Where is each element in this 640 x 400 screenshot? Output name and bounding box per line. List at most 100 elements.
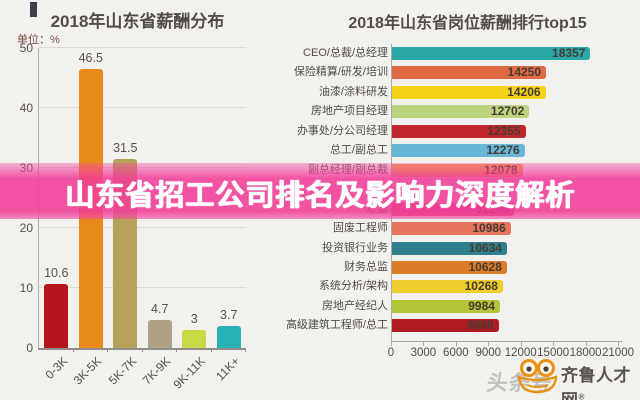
right-chart-value-label: 10628 bbox=[468, 259, 502, 274]
right-chart-bar-track: 10268 bbox=[392, 279, 619, 294]
right-chart-x-tick-mark bbox=[618, 341, 619, 346]
right-chart-value-label: 12276 bbox=[486, 143, 520, 158]
right-chart-row-label: 高级建筑工程师/总工 bbox=[285, 319, 388, 332]
left-chart-y-tick-label: 50 bbox=[19, 41, 33, 55]
right-chart-row: 投资银行业务 10634 bbox=[0, 241, 640, 255]
right-chart-x-tick-label: 12000 bbox=[504, 347, 537, 359]
right-chart-bar-track: 9868 bbox=[392, 318, 619, 333]
right-chart-x-tick-mark bbox=[423, 341, 425, 346]
left-chart-y-tick-label: 0 bbox=[26, 341, 33, 355]
right-chart-row-label: 房地产经纪人 bbox=[322, 299, 388, 312]
right-chart-bar-track: 9984 bbox=[392, 298, 619, 313]
frog-face-icon bbox=[517, 359, 558, 394]
left-chart-gridline bbox=[39, 47, 246, 48]
right-chart-x-tick-label: 6000 bbox=[443, 347, 469, 359]
right-chart-bar: 10634 bbox=[392, 240, 507, 255]
right-chart-row-label: 办事处/分公司经理 bbox=[296, 124, 388, 137]
left-chart-y-tick-label: 20 bbox=[19, 221, 33, 235]
right-chart-row: 油漆/涂料研发 14206 bbox=[0, 85, 640, 99]
right-chart-row: 固废工程师 10986 bbox=[0, 221, 640, 236]
left-chart-value-label: 10.6 bbox=[44, 266, 69, 281]
right-chart-bar-track: 10986 bbox=[392, 221, 619, 236]
left-chart-x-tick-mark bbox=[176, 348, 177, 352]
left-chart-bar bbox=[182, 330, 207, 348]
right-chart-value-label: 9984 bbox=[468, 298, 495, 313]
right-chart-row-label: 油漆/涂料研发 bbox=[318, 85, 388, 98]
right-chart-bar-track: 12702 bbox=[392, 104, 619, 119]
right-chart-x-tick-mark bbox=[391, 341, 392, 346]
right-chart-row-label: CEO/总裁/总经理 bbox=[303, 47, 388, 59]
right-chart-row: 办事处/分公司经理 12355 bbox=[0, 124, 640, 138]
right-chart-value-label: 10268 bbox=[464, 279, 498, 294]
right-chart-row: 保险精算/研发/培训 14250 bbox=[0, 65, 640, 80]
right-chart-bar-track: 12276 bbox=[392, 143, 619, 158]
right-chart-bar: 14250 bbox=[392, 65, 547, 80]
right-chart-bar: 9868 bbox=[392, 318, 499, 333]
left-chart-category-label: 11K+ bbox=[213, 354, 243, 384]
right-chart-bar-track: 10634 bbox=[392, 240, 619, 255]
right-chart-x-tick-label: 9000 bbox=[475, 347, 502, 359]
left-chart-gridline bbox=[39, 107, 246, 108]
headline-banner-text: 山东省招工公司排名及影响力深度解析 bbox=[64, 179, 575, 212]
left-chart-category-label: 5K-7K bbox=[105, 354, 140, 388]
right-chart-bar: 12355 bbox=[392, 123, 526, 138]
right-chart-row-label: 固废工程师 bbox=[333, 222, 388, 235]
left-chart-x-tick-mark bbox=[72, 348, 74, 352]
right-chart-x-tick-label: 18000 bbox=[569, 347, 602, 359]
right-chart-row-label: 系统分析/架构 bbox=[318, 280, 388, 293]
brand-watermark: 齐鲁人才网® bbox=[561, 361, 640, 400]
left-chart-value-label: 4.7 bbox=[151, 301, 169, 316]
right-chart-x-tick-mark bbox=[585, 341, 587, 346]
left-chart-value-label: 3 bbox=[190, 312, 198, 326]
right-chart-value-label: 14250 bbox=[507, 65, 542, 80]
left-chart-x-tick-mark bbox=[245, 348, 246, 352]
left-chart-x-tick-mark bbox=[210, 348, 212, 352]
left-chart-category-label: 0-3K bbox=[42, 354, 71, 382]
left-chart-category-label: 9K-11K bbox=[170, 354, 209, 392]
right-chart-row-label: 总工/副总工 bbox=[329, 144, 388, 157]
brand-watermark-text: 齐鲁人才网 bbox=[561, 366, 631, 400]
right-chart-row-label: 房地产项目经理 bbox=[311, 105, 388, 118]
right-chart-bar-track: 12355 bbox=[392, 123, 619, 138]
right-chart-row: 总工/副总工 12276 bbox=[0, 143, 640, 158]
left-chart-unit-label: 单位：% bbox=[17, 34, 60, 46]
left-chart-value-label: 3.7 bbox=[220, 307, 238, 322]
right-chart-bar-track: 18357 bbox=[392, 47, 619, 60]
right-chart-bar: 12276 bbox=[392, 143, 525, 158]
right-chart-bar: 14206 bbox=[392, 84, 546, 99]
left-chart-gridline bbox=[39, 287, 246, 288]
right-chart-row: 房地产项目经理 12702 bbox=[0, 104, 640, 119]
left-chart-bar bbox=[147, 319, 172, 348]
right-chart-row: 房地产经纪人 9984 bbox=[0, 299, 640, 313]
left-chart-y-tick-label: 10 bbox=[19, 281, 33, 295]
right-chart-value-label: 12702 bbox=[490, 104, 525, 119]
right-chart-row: 高级建筑工程师/总工 9868 bbox=[0, 318, 640, 333]
left-chart-plot-area: 0102030405010.60-3K46.53K-5K31.55K-7K4.7… bbox=[20, 41, 246, 392]
right-chart-bar-track: 14206 bbox=[392, 84, 619, 99]
registered-mark: ® bbox=[578, 392, 585, 400]
right-chart-value-label: 9868 bbox=[466, 318, 494, 333]
right-chart-bar: 10628 bbox=[392, 259, 507, 274]
right-chart-x-tick-mark bbox=[520, 341, 522, 346]
headline-banner: 山东省招工公司排名及影响力深度解析 bbox=[0, 163, 640, 219]
right-chart-x-tick-mark bbox=[455, 341, 457, 346]
right-chart-x-tick-label: 0 bbox=[387, 347, 395, 359]
right-chart-value-label: 14206 bbox=[507, 84, 541, 99]
right-chart-x-tick-label: 3000 bbox=[410, 347, 437, 359]
left-chart-value-label: 31.5 bbox=[113, 141, 138, 155]
right-chart-bar: 10268 bbox=[392, 279, 503, 294]
left-chart-x-tick-mark bbox=[107, 348, 108, 352]
right-chart-bar: 12702 bbox=[392, 104, 530, 119]
right-chart-bar-track: 10628 bbox=[392, 259, 619, 274]
right-chart-x-tick-mark bbox=[488, 341, 490, 346]
right-chart-value-label: 10634 bbox=[468, 240, 502, 255]
left-chart-y-tick-label: 40 bbox=[19, 101, 33, 115]
right-chart-bar: 10986 bbox=[392, 221, 511, 236]
right-chart-row: 财务总监 10628 bbox=[0, 260, 640, 274]
right-chart-value-label: 12355 bbox=[487, 123, 521, 138]
right-chart-row-label: 投资银行业务 bbox=[322, 241, 388, 254]
right-chart-row: 系统分析/架构 10268 bbox=[0, 279, 640, 294]
right-chart-value-label: 10986 bbox=[472, 221, 506, 236]
left-chart-bar bbox=[216, 325, 241, 348]
right-chart-x-tick-label: 21000 bbox=[602, 347, 634, 359]
